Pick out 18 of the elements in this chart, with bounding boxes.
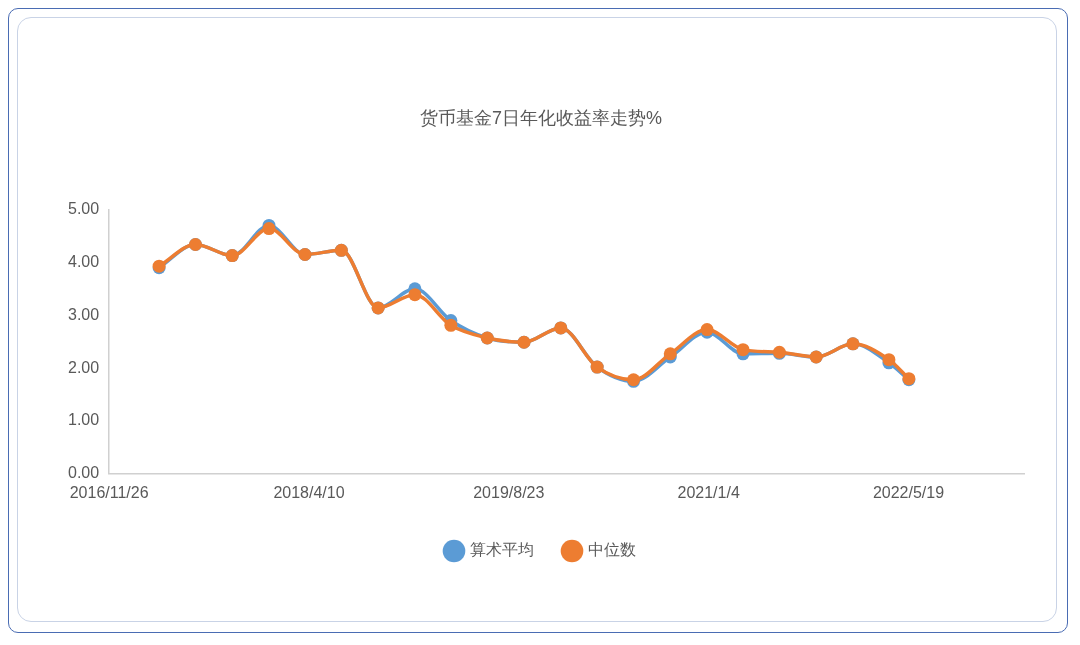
y-tick-label: 1.00 <box>68 411 100 429</box>
y-tick-label: 5.00 <box>68 200 100 218</box>
x-tick-label: 2016/11/26 <box>69 483 149 501</box>
chart-title: 货币基金7日年化收益率走势% <box>419 107 663 128</box>
legend-label: 算术平均 <box>470 541 534 559</box>
x-tick-label: 2021/1/4 <box>677 483 740 501</box>
y-tick-label: 0.00 <box>68 464 100 482</box>
x-tick-label: 2018/4/10 <box>273 483 345 501</box>
y-tick-label: 4.00 <box>68 252 100 270</box>
x-tick-label: 2019/8/23 <box>473 483 545 501</box>
x-tick-label: 2022/5/19 <box>872 483 945 501</box>
legend-label: 中位数 <box>588 541 636 559</box>
point <box>736 343 750 357</box>
y-tick-label: 3.00 <box>68 305 100 323</box>
point <box>444 318 458 332</box>
point <box>262 222 276 236</box>
y-tick-label: 2.00 <box>68 358 100 376</box>
point <box>408 288 422 302</box>
